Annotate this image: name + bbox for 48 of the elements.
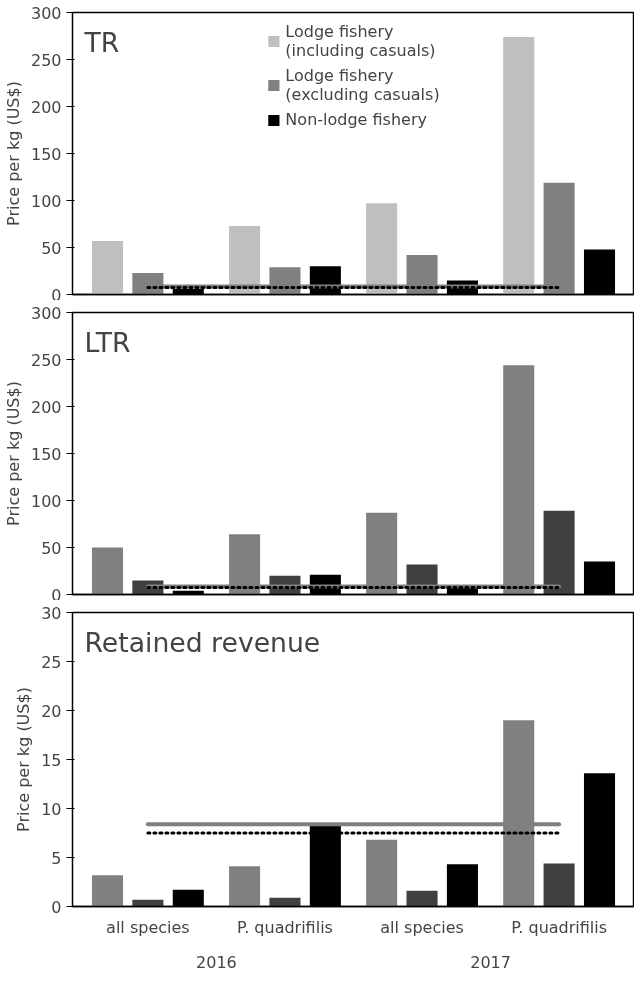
bar — [366, 839, 398, 907]
y-tick-label: 25 — [41, 652, 62, 672]
y-tick-label: 200 — [30, 97, 62, 117]
x-tick-label: all species — [106, 917, 190, 937]
bar — [229, 225, 261, 295]
bar — [269, 897, 301, 907]
text: LTR — [84, 326, 131, 358]
y-tick-label: 0 — [51, 897, 62, 917]
text: Retained revenue — [84, 626, 321, 658]
y-tick-label: 50 — [41, 538, 62, 558]
text: 2017 — [470, 952, 511, 972]
y-tick-label: 300 — [30, 3, 62, 23]
y-tick-label: 100 — [30, 491, 62, 511]
legend-label: Lodge fishery (excluding casuals) — [285, 66, 440, 104]
y-tick-label: 300 — [30, 303, 62, 323]
x-tick-label: P. quadrifilis — [237, 917, 333, 937]
x-tick-label: all species — [380, 917, 464, 937]
bar — [91, 547, 124, 595]
bar — [366, 203, 398, 295]
text: 2016 — [196, 952, 237, 972]
y-tick-label: 5 — [51, 848, 62, 868]
bar — [406, 890, 438, 907]
y-tick-label: 20 — [41, 701, 62, 721]
y-tick-label: 0 — [51, 585, 62, 605]
y-axis-title: Price per kg (US$) — [3, 381, 23, 526]
x-tick-label: P. quadrifilis — [511, 917, 608, 937]
bar — [503, 36, 535, 295]
y-tick-label: 100 — [30, 191, 62, 211]
y-tick-label: 0 — [51, 285, 62, 305]
bar — [229, 866, 261, 907]
bar — [91, 875, 124, 907]
y-tick-label: 150 — [30, 144, 62, 164]
y-tick-label: 150 — [30, 444, 62, 464]
y-tick-label: 15 — [41, 750, 62, 770]
y-axis-title: Price per kg (US$) — [14, 687, 34, 832]
y-tick-label: 50 — [41, 238, 62, 258]
y-tick-label: 30 — [41, 603, 62, 623]
legend-label: Lodge fishery (including casuals) — [285, 22, 436, 60]
y-axis-title: Price per kg (US$) — [3, 81, 23, 226]
legend-label: Non-lodge fishery — [285, 110, 427, 129]
bar — [543, 510, 575, 595]
text: TR — [83, 26, 120, 58]
y-tick-label: 250 — [30, 50, 62, 70]
bar — [543, 863, 575, 907]
y-tick-label: 10 — [41, 799, 62, 819]
bar — [91, 240, 124, 295]
y-tick-label: 250 — [30, 350, 62, 370]
y-tick-label: 200 — [30, 397, 62, 417]
